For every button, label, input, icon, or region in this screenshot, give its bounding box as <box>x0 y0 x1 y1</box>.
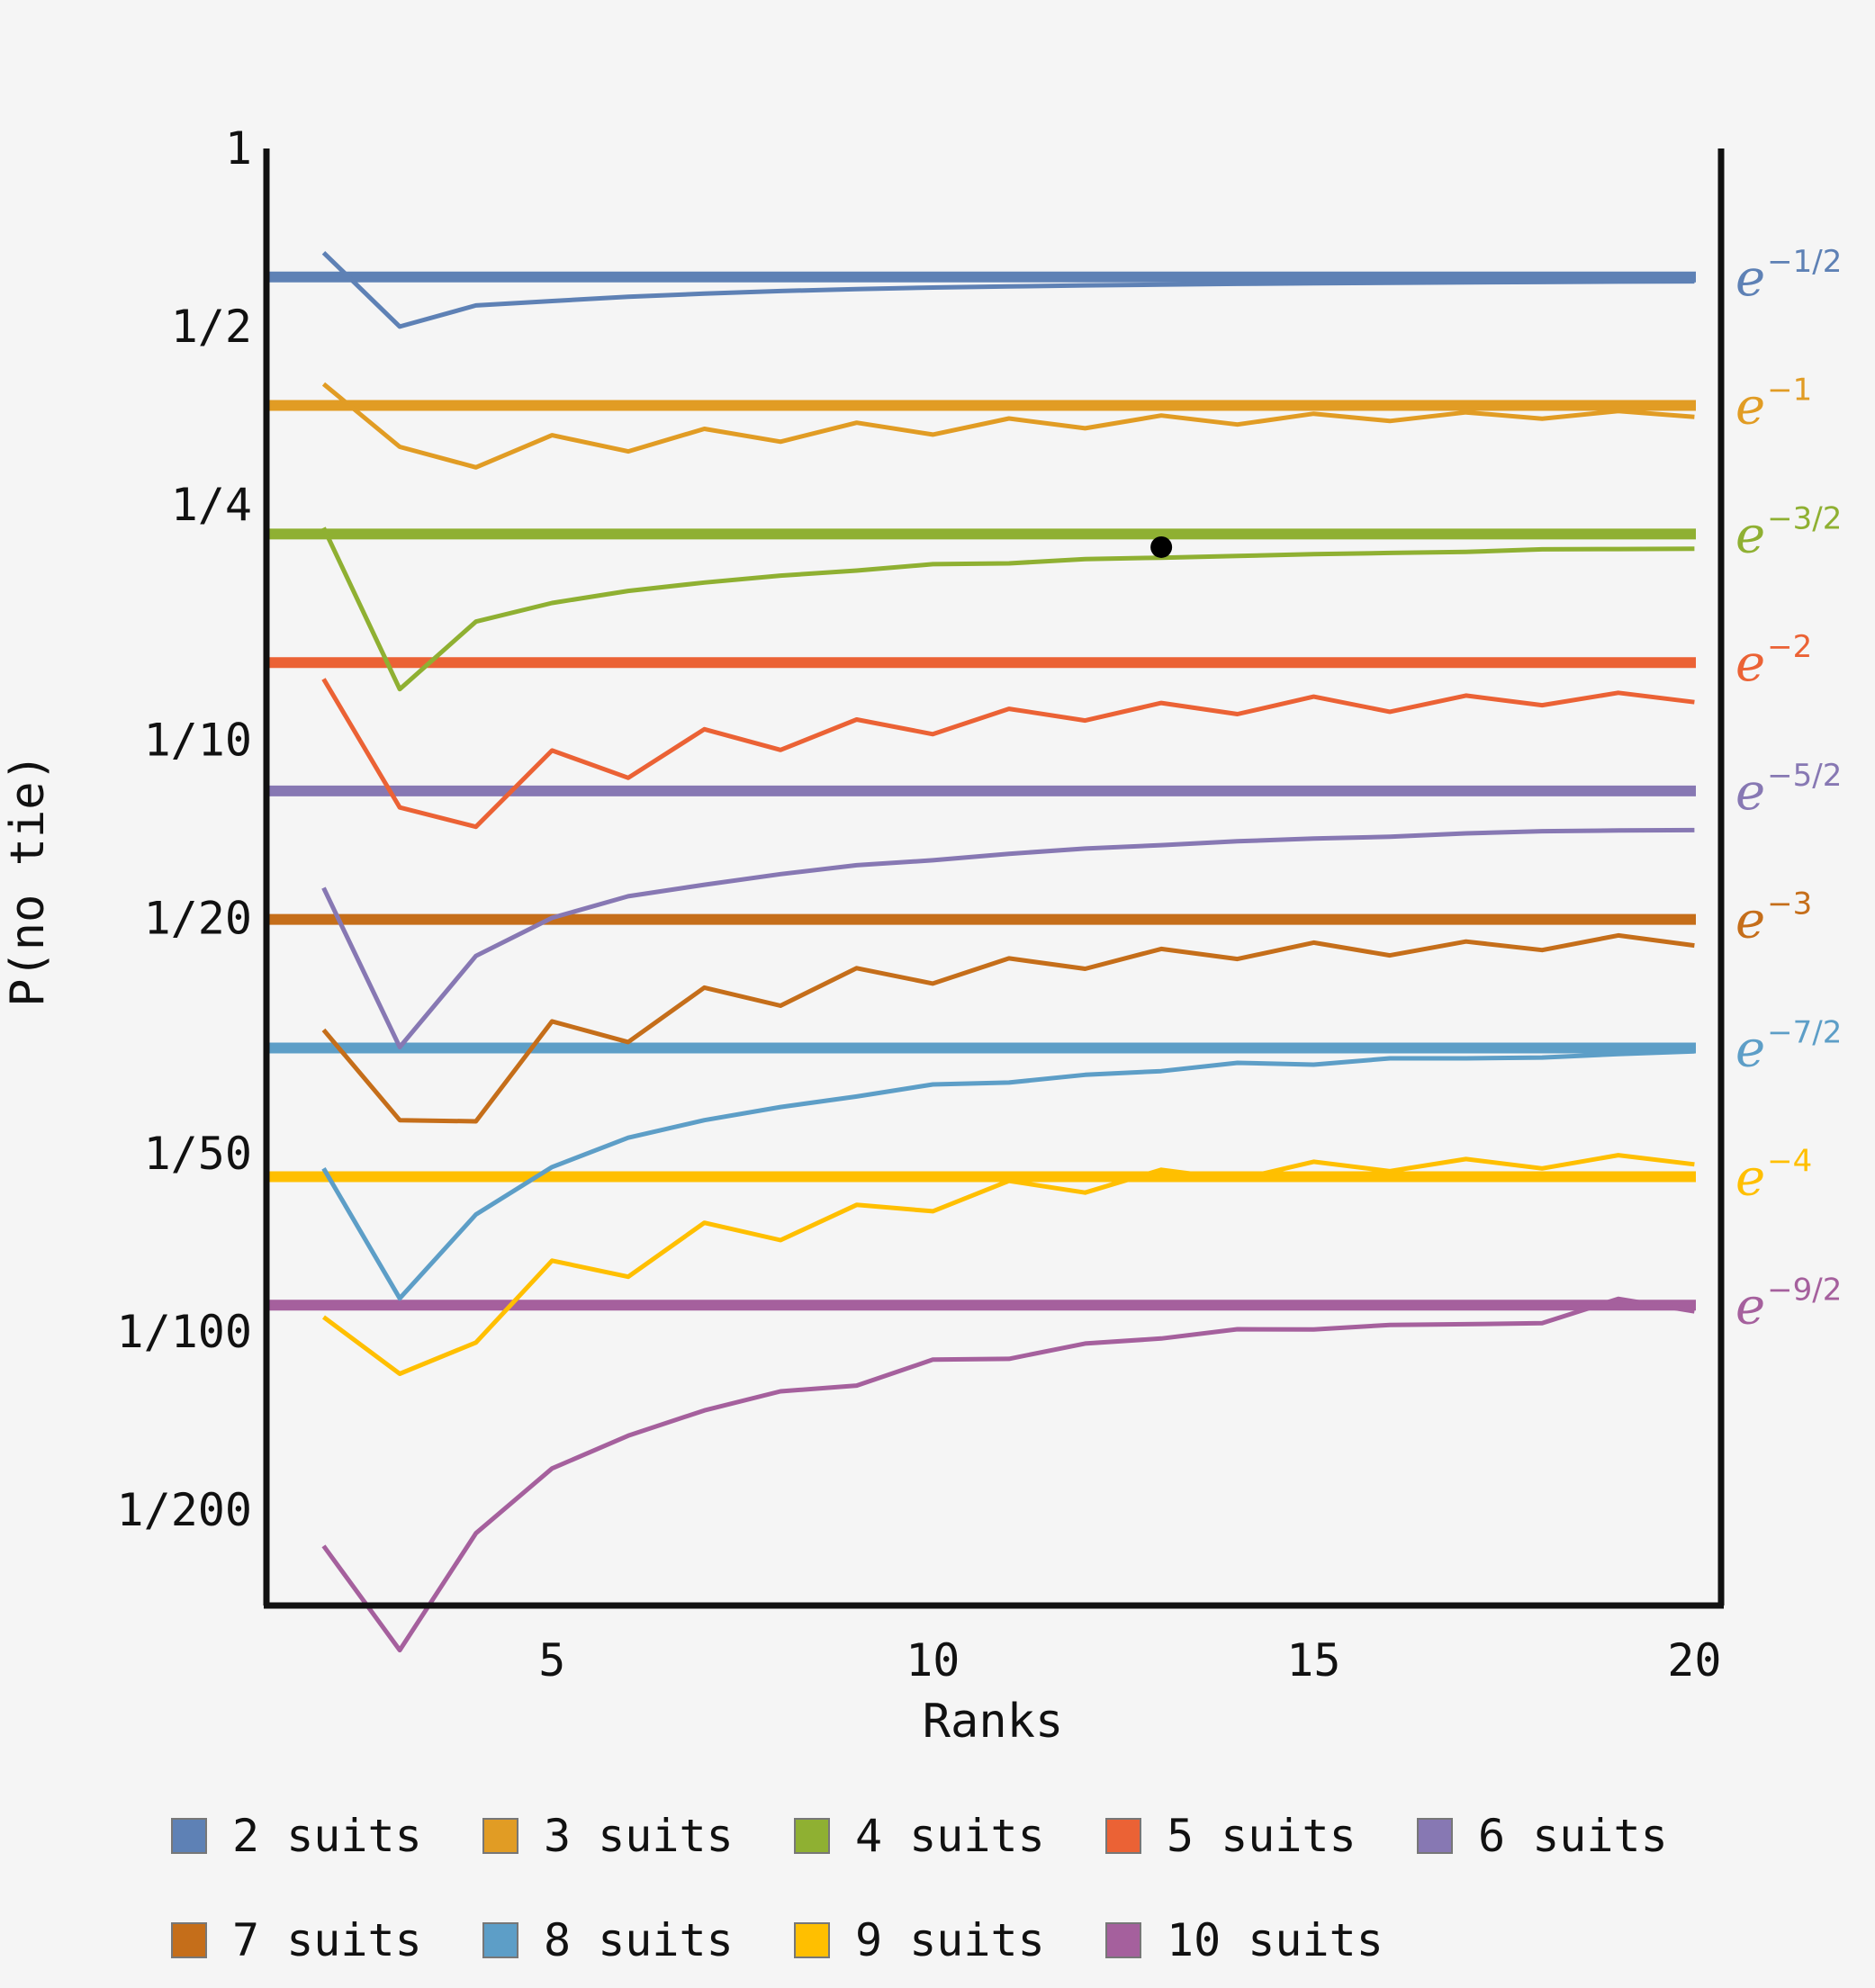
y-tick-label: 1/20 <box>144 892 252 944</box>
legend-swatch <box>1105 1922 1141 1958</box>
legend-label: 9 suits <box>855 1914 1045 1966</box>
y-tick-label: 1/10 <box>144 715 252 767</box>
legend-label: 2 suits <box>232 1810 422 1862</box>
asymptote-label-exponent: −4 <box>1767 1144 1812 1180</box>
asymptote-label-base: e <box>1735 763 1765 822</box>
series-line <box>322 1153 1695 1376</box>
legend-item: 2 suits <box>171 1809 482 1863</box>
asymptote-label-exponent: −2 <box>1767 629 1812 665</box>
x-tick-label: 5 <box>538 1634 565 1687</box>
legend-item: 4 suits <box>794 1809 1105 1863</box>
legend-swatch <box>794 1922 830 1958</box>
x-tick-label: 10 <box>906 1634 960 1687</box>
asymptote-label: e−5/2 <box>1735 758 1842 822</box>
asymptote-label-base: e <box>1735 634 1765 693</box>
legend-label: 7 suits <box>232 1914 422 1966</box>
asymptote-label: e−2 <box>1735 629 1812 693</box>
legend-label: 4 suits <box>855 1810 1045 1862</box>
asymptote-label-exponent: −1/2 <box>1767 244 1842 280</box>
point-marker <box>1150 535 1173 558</box>
asymptote-label-base: e <box>1735 1020 1765 1078</box>
series-line <box>321 678 1695 830</box>
y-tick-label: 1 <box>225 122 252 175</box>
legend-item: 10 suits <box>1105 1913 1417 1967</box>
legend-item: 5 suits <box>1105 1809 1417 1863</box>
legend-label: 10 suits <box>1167 1914 1384 1966</box>
legend-item: 9 suits <box>794 1913 1105 1967</box>
asymptote-label: e−7/2 <box>1735 1014 1842 1078</box>
legend-item: 8 suits <box>482 1913 794 1967</box>
y-tick-label: 1/200 <box>116 1484 252 1536</box>
series-line <box>321 932 1695 1124</box>
asymptote-label: e−3/2 <box>1735 500 1842 564</box>
series-lines <box>321 251 1695 1653</box>
asymptote-label-exponent: −5/2 <box>1767 758 1842 794</box>
asymptote-label-base: e <box>1735 1149 1765 1208</box>
asymptote-label-exponent: −3/2 <box>1767 500 1842 536</box>
point-marker-layer <box>1150 535 1173 558</box>
asymptote-label-base: e <box>1735 892 1765 950</box>
x-tick-label: 20 <box>1667 1634 1721 1687</box>
series-line <box>321 1296 1695 1653</box>
asymptote-label-base: e <box>1735 1277 1765 1336</box>
legend-label: 3 suits <box>544 1810 734 1862</box>
series-line <box>321 1048 1695 1301</box>
legend-item: 3 suits <box>482 1809 794 1863</box>
axes <box>263 148 1725 1609</box>
legend-swatch <box>482 1922 518 1958</box>
asymptote-label: e−1/2 <box>1735 244 1842 308</box>
asymptote-label: e−4 <box>1735 1144 1812 1208</box>
legend-swatch <box>482 1818 518 1854</box>
legend-swatch <box>171 1818 207 1854</box>
legend-item: 7 suits <box>171 1913 482 1967</box>
legend-swatch <box>1105 1818 1141 1854</box>
y-tick-labels: 1 1/2 1/4 1/10 1/20 1/50 1/100 1/200 <box>116 122 252 1536</box>
y-tick-label: 1/100 <box>116 1306 252 1358</box>
y-tick-label: 1/2 <box>171 301 252 353</box>
legend-label: 5 suits <box>1167 1810 1357 1862</box>
legend-label: 6 suits <box>1478 1810 1668 1862</box>
series-line <box>321 251 1695 329</box>
asymptote-label-base: e <box>1735 506 1765 564</box>
x-tick-label: 15 <box>1286 1634 1340 1687</box>
asymptote-label: e−3 <box>1735 886 1812 950</box>
x-axis-title: Ranks <box>923 1695 1064 1749</box>
series-line <box>321 382 1695 470</box>
series-line <box>321 526 1695 692</box>
x-tick-labels: 5 10 15 20 <box>538 1634 1721 1687</box>
asymptote-label: e−1 <box>1735 373 1812 436</box>
asymptote-label-exponent: −1 <box>1767 373 1812 409</box>
asymptote-label-exponent: −7/2 <box>1767 1014 1842 1050</box>
legend-swatch <box>1417 1818 1453 1854</box>
legend: 2 suits 3 suits 4 suits 5 suits 6 suits 7 sui… <box>171 1809 1791 1967</box>
asymptote-label-base: e <box>1735 378 1765 436</box>
y-tick-label: 1/50 <box>144 1128 252 1180</box>
y-tick-label: 1/4 <box>171 479 252 531</box>
asymptote-labels: e−1/2e−1e−3/2e−2e−5/2e−3e−7/2e−4e−9/2 <box>1735 244 1842 1336</box>
asymptote-label: e−9/2 <box>1735 1272 1842 1336</box>
legend-swatch <box>794 1818 830 1854</box>
y-axis-title: P(no tie) <box>1 753 55 1007</box>
asymptote-label-exponent: −9/2 <box>1767 1272 1842 1308</box>
asymptote-label-base: e <box>1735 249 1765 308</box>
legend-swatch <box>171 1922 207 1958</box>
series-line <box>321 827 1695 1049</box>
asymptote-label-exponent: −3 <box>1767 886 1812 922</box>
legend-label: 8 suits <box>544 1914 734 1966</box>
asymptote-lines <box>266 271 1696 1311</box>
legend-item: 6 suits <box>1417 1809 1728 1863</box>
